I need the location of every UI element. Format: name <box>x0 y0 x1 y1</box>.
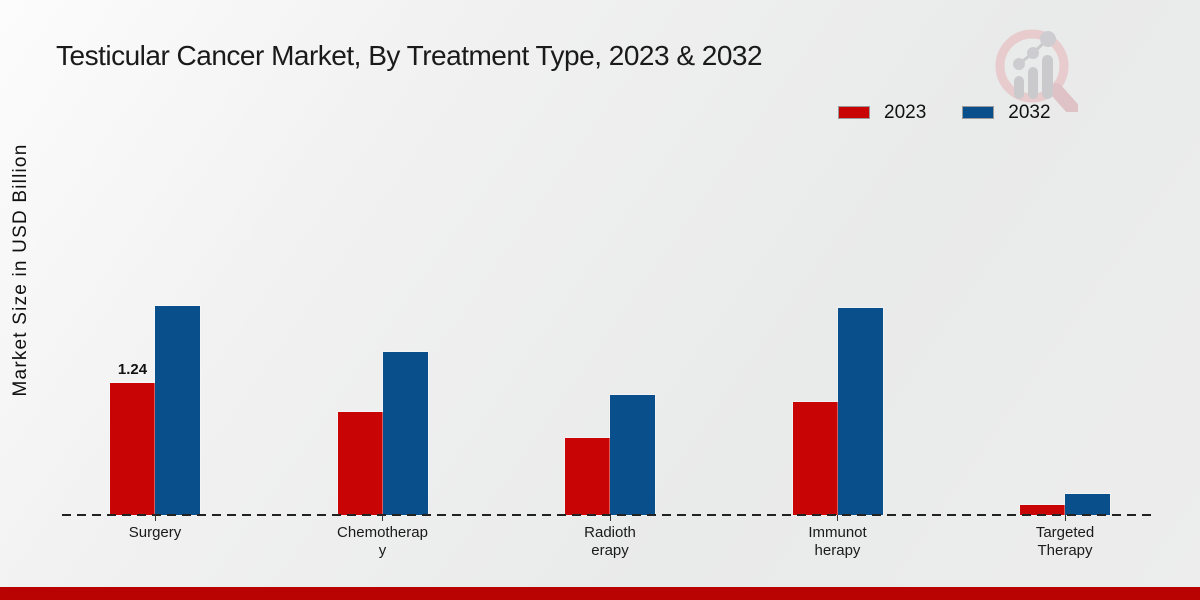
x-tick-surgery <box>154 515 156 521</box>
bar-2032-surgery <box>155 306 200 515</box>
footer-accent-bar <box>0 587 1200 600</box>
x-axis-label-immunotherapy: Immunot herapy <box>808 524 867 559</box>
legend-label-2023: 2023 <box>884 102 927 123</box>
x-tick-targeted-therapy <box>1064 515 1066 521</box>
bar-2032-targeted-therapy <box>1065 493 1110 515</box>
x-axis-label-radiotherapy: Radioth erapy <box>584 524 636 559</box>
bar-2023-chemotherapy <box>337 411 383 515</box>
bar-2023-targeted-therapy <box>1020 505 1065 515</box>
bar-2023-radiotherapy <box>565 438 610 515</box>
legend-swatch-2023 <box>838 106 870 119</box>
x-tick-chemotherapy <box>382 515 383 521</box>
bar-2023-surgery <box>110 383 155 515</box>
x-axis-label-targeted-therapy: Targeted Therapy <box>1035 524 1095 559</box>
bar-2032-chemotherapy <box>382 352 428 515</box>
brand-logo-icon <box>995 29 1078 112</box>
legend-item-2023: 2023 <box>838 103 926 122</box>
x-axis-label-chemotherapy: Chemotherap y <box>337 524 428 559</box>
x-tick-radiotherapy <box>609 515 611 521</box>
legend-item-2032: 2032 <box>962 102 1051 123</box>
legend-label-2032: 2032 <box>1008 102 1051 123</box>
x-axis-label-surgery: Surgery <box>128 524 182 541</box>
x-tick-immunotherapy <box>837 515 838 521</box>
legend-swatch-2032 <box>962 106 995 119</box>
bar-2032-immunotherapy <box>837 308 883 515</box>
legend: 2023 2032 <box>838 103 1051 122</box>
bar-2023-immunotherapy <box>792 402 838 515</box>
chart-title: Testicular Cancer Market, By Treatment T… <box>56 40 763 71</box>
value-label-2023-surgery: 1.24 <box>117 361 148 378</box>
bar-2032-radiotherapy <box>610 394 655 515</box>
